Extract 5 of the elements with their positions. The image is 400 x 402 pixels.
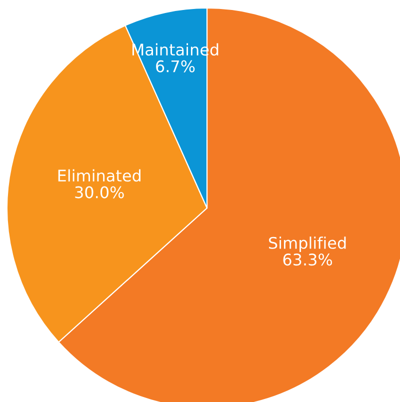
data-label: 63.3% xyxy=(283,254,332,266)
data-label: 6.7% xyxy=(156,60,195,72)
slice-label: Eliminated xyxy=(58,169,140,182)
data-label: 30.0% xyxy=(75,186,124,198)
slice-label: Simplified xyxy=(269,236,346,252)
